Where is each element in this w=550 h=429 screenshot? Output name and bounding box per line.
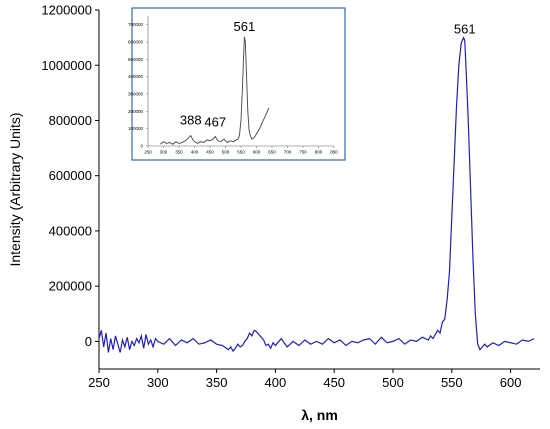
inset-y-tick-label: 300000 [128,92,144,97]
inset-x-tick-label: 650 [268,150,276,155]
main-x-tick-label: 350 [206,375,228,390]
main-series-line [98,36,535,353]
main-y-tick-label: 0 [85,334,92,349]
main-x-tick-label: 450 [323,375,345,390]
inset-annotations: 388 467 561 [180,19,255,129]
inset-y-tick-label: 400000 [128,74,144,79]
inset-peak-label: 467 [204,114,226,129]
inset-x-tick-label: 250 [144,150,152,155]
main-x-tick-label: 550 [441,375,463,390]
main-y-tick-label: 1000000 [41,58,92,73]
inset-x-tick-label: 850 [330,150,338,155]
inset-x-tick-label: 300 [160,150,168,155]
main-x-ticks: 250 300 350 400 450 500 550 600 [88,369,521,390]
main-y-tick-label: 400000 [49,223,92,238]
main-x-tick-label: 250 [88,375,110,390]
inset-peak-label: 388 [180,113,202,128]
main-y-tick-label: 1200000 [41,3,92,18]
main-y-ticks: 0 200000 400000 600000 800000 1000000 1200000 [41,3,99,349]
inset-x-tick-label: 700 [284,150,292,155]
main-x-tick-label: 300 [147,375,169,390]
inset-frame [131,7,346,161]
inset-x-tick-label: 800 [315,150,323,155]
main-chart: 250 300 350 400 450 500 550 600 0 200000 400000 60… [7,3,540,423]
inset-y-tick-label: 100000 [128,126,144,131]
inset-y-tick-label: 0 [140,144,143,149]
inset-x-ticks: 250 300 350 400 450 500 550 600 650 700 750 800 850 [144,146,338,155]
inset-series-line [160,36,270,145]
main-y-tick-label: 600000 [49,168,92,183]
main-x-tick-label: 600 [500,375,522,390]
main-y-tick-label: 800000 [49,113,92,128]
inset-y-tick-label: 600000 [128,40,144,45]
inset-x-tick-label: 450 [206,150,214,155]
main-peak-label: 561 [454,22,476,37]
inset-y-tick-label: 200000 [128,109,144,114]
inset-chart: 250 300 350 400 450 500 550 600 650 700 750 800 850 … [128,7,346,161]
inset-x-tick-label: 350 [175,150,183,155]
main-x-tick-label: 400 [265,375,287,390]
inset-y-tick-label: 700000 [128,22,144,27]
x-axis-label: λ, nm [301,407,338,423]
inset-y-tick-label: 500000 [128,57,144,62]
inset-x-tick-label: 400 [191,150,199,155]
y-axis-label: Intensity (Arbitrary Units) [7,112,23,266]
inset-x-tick-label: 500 [222,150,230,155]
main-x-tick-label: 500 [382,375,404,390]
inset-x-tick-label: 750 [299,150,307,155]
main-annotations: 561 [454,22,476,37]
inset-y-ticks: 0 100000 200000 300000 400000 500000 600000 700… [128,22,148,149]
inset-x-tick-label: 550 [237,150,245,155]
main-y-tick-label: 200000 [49,279,92,294]
inset-x-tick-label: 600 [253,150,261,155]
inset-peak-label: 561 [234,19,256,34]
